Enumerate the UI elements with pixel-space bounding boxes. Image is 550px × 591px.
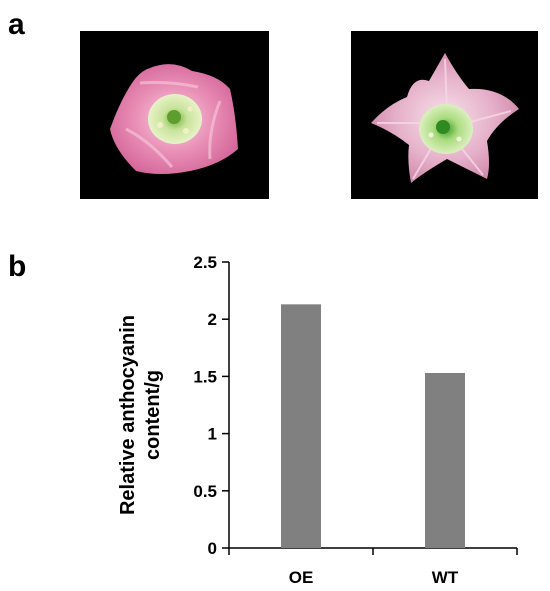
bar-chart: 0 0.5 1 1.5 2 2.5 OE WT Relative anthocyanin cont… xyxy=(117,253,518,587)
y-tick-label: 1.5 xyxy=(193,367,217,386)
y-tick-label: 0.5 xyxy=(193,482,217,501)
flower-photo-oe xyxy=(80,31,269,199)
y-axis-label: content/g xyxy=(142,370,164,460)
flower-photo-wt xyxy=(351,31,538,199)
bar-wt xyxy=(425,372,465,548)
x-tick-label: WT xyxy=(432,568,459,587)
y-tick-label: 0 xyxy=(208,539,217,558)
y-axis-label: Relative anthocyanin xyxy=(117,315,139,515)
bar-oe xyxy=(281,304,321,548)
panel-label-a: a xyxy=(8,8,25,41)
x-tick-label: OE xyxy=(289,568,314,587)
flower-oe-icon xyxy=(110,64,238,174)
flower-wt-icon xyxy=(371,53,519,183)
y-tick-label: 1 xyxy=(208,425,217,444)
panel-label-b: b xyxy=(8,250,27,283)
y-tick-label: 2.5 xyxy=(193,253,217,272)
y-tick-label: 2 xyxy=(208,310,217,329)
